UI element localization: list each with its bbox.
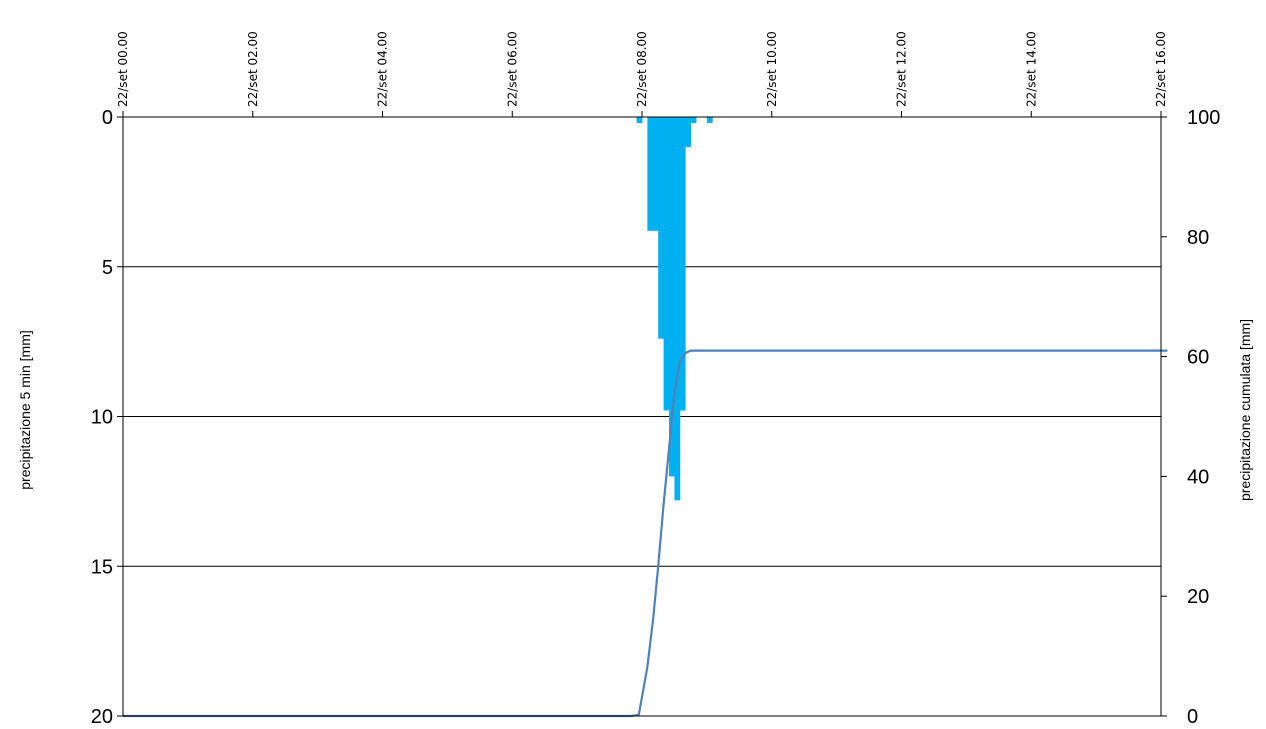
rain-bar xyxy=(685,117,692,147)
y-axis-left-label: precipitazione 5 min [mm] xyxy=(17,330,33,490)
y-right-tick-label: 0 xyxy=(1187,706,1198,728)
y-left-tick-label: 0 xyxy=(102,107,113,129)
x-tick-label: 22/set 16.00 xyxy=(1154,31,1168,107)
y-right-tick-label: 20 xyxy=(1187,586,1209,608)
gridlines xyxy=(123,266,1161,717)
y-right-tick-label: 80 xyxy=(1187,227,1209,249)
y-right-tick-label: 40 xyxy=(1187,466,1209,488)
x-tick-label: 22/set 12.00 xyxy=(895,31,909,107)
y-right-tick-label: 100 xyxy=(1187,107,1220,129)
y-axis-right-label: precipitazione cumulata [mm] xyxy=(1237,319,1253,501)
y-right-tick-label: 60 xyxy=(1187,347,1209,369)
x-tick-label: 22/set 10.00 xyxy=(765,31,779,107)
y-left-tick-label: 20 xyxy=(91,706,113,728)
rain-bar xyxy=(690,117,697,123)
x-tick-label: 22/set 04.00 xyxy=(376,31,390,107)
rain-bars xyxy=(636,117,713,501)
x-tick-label: 22/set 06.00 xyxy=(505,31,519,107)
rain-bar xyxy=(663,117,670,411)
tick-labels: 0 5 10 15 20 0 20 40 60 80 100 22/set 00.00 22/set 0… xyxy=(91,31,1221,728)
rain-bar xyxy=(669,117,675,477)
axes xyxy=(117,111,1167,717)
rain-bar xyxy=(652,117,659,231)
x-tick-label: 22/set 02.00 xyxy=(246,31,260,107)
x-tick-label: 22/set 08.00 xyxy=(635,31,649,107)
rain-bar xyxy=(674,117,681,501)
y-left-tick-label: 15 xyxy=(91,556,113,578)
cumulative-line xyxy=(123,349,1168,718)
y-left-tick-label: 10 xyxy=(91,407,113,429)
rain-bar xyxy=(636,117,643,123)
rain-bar xyxy=(647,117,654,231)
cumulative-line-layer xyxy=(123,349,1168,718)
x-tick-label: 22/set 14.00 xyxy=(1024,31,1038,107)
y-left-tick-label: 5 xyxy=(102,257,113,279)
rain-bar xyxy=(658,117,665,339)
rain-bar xyxy=(706,117,713,123)
rain-bar xyxy=(679,117,686,411)
x-tick-label: 22/set 00.00 xyxy=(116,31,130,107)
